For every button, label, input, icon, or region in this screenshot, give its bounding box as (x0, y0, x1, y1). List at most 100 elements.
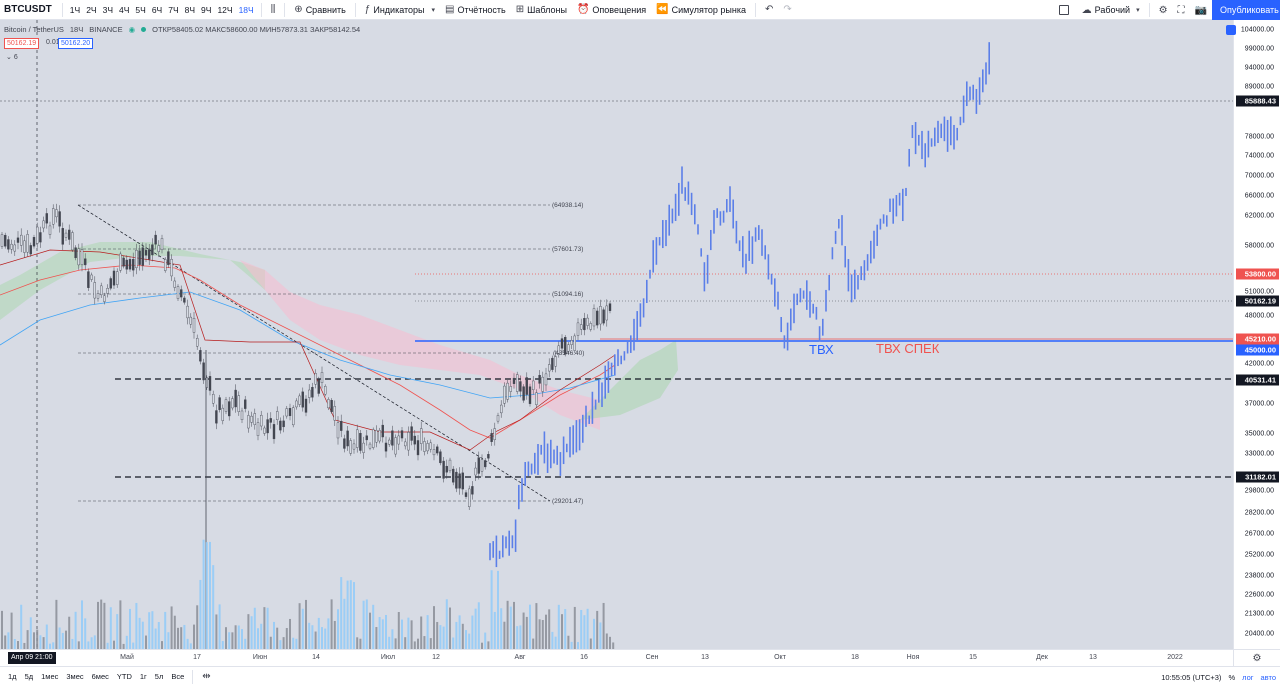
time-axis[interactable]: Апр 09 21:00 Май 17 Июн 14 Июл 12 Авг 16 Сен 13 Ок… (0, 649, 1233, 666)
candle-body (599, 306, 602, 325)
candle-body (500, 404, 503, 414)
candle-body (368, 443, 372, 449)
candle-body (90, 274, 93, 280)
candle-body (173, 280, 177, 288)
candle-body (167, 251, 170, 266)
volume-bar (77, 641, 80, 649)
eye-icon[interactable]: ◉ (128, 25, 136, 34)
range-5[interactable]: YTD (116, 672, 132, 681)
chart-type-button[interactable]: ⫼ (266, 4, 281, 15)
compare-label: Сравнить (305, 4, 346, 15)
price-tick: 22600.00 (1244, 591, 1274, 599)
range-6[interactable]: 1г (139, 672, 147, 681)
indicators-button[interactable]: ƒ Индикаторы ▾ (360, 4, 440, 15)
market-status-dot (141, 27, 147, 32)
range-3[interactable]: 3мес (66, 672, 84, 681)
layout-button[interactable]: ☁ Рабочий ▾ (1077, 5, 1145, 16)
range-8[interactable]: Все (171, 672, 185, 681)
timeframe-8[interactable]: 9Ч (201, 4, 212, 15)
range-0[interactable]: 1д (8, 672, 17, 681)
replay-button[interactable]: ⏪ Симулятор рынка (651, 4, 751, 15)
volume-bar (125, 635, 128, 649)
layout-checkbox[interactable] (1058, 5, 1069, 15)
volume-bar (410, 620, 413, 649)
timeframe-6[interactable]: 7Ч (168, 4, 179, 15)
volume-bar (36, 629, 39, 649)
auto-toggle[interactable]: авто (1260, 672, 1276, 682)
time-tick: 12 (432, 654, 440, 661)
timeframe-5[interactable]: 6Ч (151, 4, 163, 15)
volume-bar (327, 618, 330, 649)
volume-bar (4, 635, 7, 649)
chart-canvas[interactable]: (64938.14) (57601.73) (51094.16) (43546.40)… (0, 20, 1233, 649)
volume-bar (301, 608, 304, 649)
volume-bar (129, 608, 131, 649)
volume-bar (596, 610, 599, 649)
axis-settings-button[interactable]: ⚙ (1233, 649, 1280, 666)
function-icon: ƒ (364, 4, 371, 15)
reports-button[interactable]: ▤ Отчётность (440, 4, 511, 15)
symbol-search[interactable]: BTCUSDT (4, 4, 52, 15)
price-tick: 28200.00 (1244, 509, 1274, 517)
volume-bar (436, 621, 439, 649)
clock[interactable]: 10:55:05 (UTC+3) (1161, 672, 1222, 682)
percent-toggle[interactable]: % (1228, 672, 1236, 682)
volume-bar (138, 617, 141, 649)
candle-body (304, 398, 308, 413)
publish-button[interactable]: Опубликовать (1212, 0, 1280, 20)
goto-date-button[interactable]: ⇹ (197, 671, 215, 682)
timeframe-3[interactable]: 4Ч (119, 4, 130, 15)
volume-bar (263, 607, 266, 649)
buy-price-box[interactable]: 50162.20 (58, 38, 94, 49)
timeframe-7[interactable]: 8Ч (184, 4, 196, 15)
alerts-button[interactable]: ⏰ Оповещения (572, 4, 651, 15)
candle-body (333, 406, 336, 421)
range-4[interactable]: 6мес (91, 672, 109, 681)
log-toggle[interactable]: лог (1242, 672, 1254, 682)
candle-body (509, 386, 512, 392)
range-7[interactable]: 5л (154, 672, 164, 681)
compare-button[interactable]: ⊕ Сравнить (289, 4, 351, 15)
volume-bar (122, 643, 125, 649)
time-tick: Ноя (906, 654, 920, 661)
price-axis[interactable]: 104000.0099000.0094000.0089000.0084000.0… (1226, 20, 1280, 649)
redo-button[interactable]: ↷ (778, 4, 796, 15)
candle-body (221, 407, 225, 421)
indicators-collapse-toggle[interactable]: ⌄ 6 (6, 53, 18, 61)
candle-body (83, 258, 87, 266)
candle-body (442, 460, 445, 479)
volume-bar (186, 638, 189, 649)
volume-bar (529, 604, 531, 649)
timeframe-0[interactable]: 1Ч (69, 4, 81, 15)
candle-body (276, 411, 279, 420)
volume-bar (423, 636, 426, 649)
range-1[interactable]: 5д (24, 672, 34, 681)
settings-button[interactable]: ⚙ (1154, 5, 1173, 16)
volume-bar (132, 642, 135, 649)
candle-body (160, 238, 164, 250)
timeframe-4[interactable]: 5Ч (135, 4, 146, 15)
volume-bar (289, 618, 291, 649)
templates-button[interactable]: ⊞ Шаблоны (511, 4, 572, 15)
volume-bar (493, 611, 496, 649)
snapshot-button[interactable]: 📷 (1190, 5, 1212, 16)
candle-body (154, 234, 157, 245)
price-axis-toggle-icon[interactable] (1226, 25, 1236, 35)
chart-pane[interactable]: (64938.14) (57601.73) (51094.16) (43546.40)… (0, 20, 1233, 649)
divider (192, 669, 194, 684)
candle-body (260, 414, 263, 427)
timeframe-9[interactable]: 12Ч (217, 4, 233, 15)
candle-body (67, 229, 71, 240)
timeframe-1[interactable]: 2Ч (86, 4, 97, 15)
tvx-label: ТВХ (809, 342, 834, 357)
timeframe-2[interactable]: 3Ч (102, 4, 113, 15)
volume-bar (545, 614, 547, 649)
timeframe-10[interactable]: 18Ч (238, 4, 254, 15)
fullscreen-button[interactable]: ⛶ (1173, 5, 1190, 16)
candle-body (234, 389, 237, 408)
range-2[interactable]: 1мес (41, 672, 59, 681)
candle-body (29, 245, 32, 255)
undo-button[interactable]: ↶ (760, 4, 778, 15)
sell-price-box[interactable]: 50162.19 (4, 38, 40, 49)
candle-body (263, 427, 266, 434)
